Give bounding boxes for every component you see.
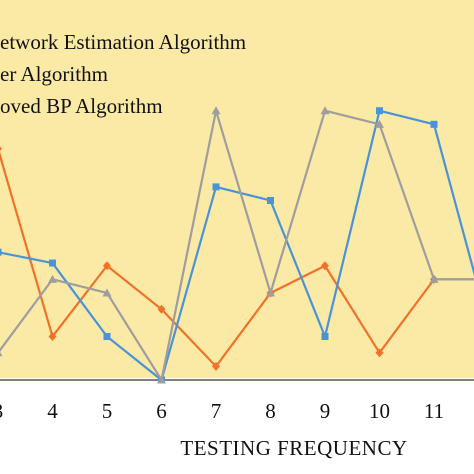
series-layer — [0, 106, 474, 384]
data-point — [430, 120, 438, 128]
x-tick-label: 10 — [369, 399, 390, 423]
data-point — [157, 375, 166, 384]
x-tick-label: 9 — [320, 399, 331, 423]
data-point — [429, 274, 439, 283]
data-point — [48, 274, 57, 283]
data-point — [375, 119, 384, 128]
data-point — [376, 107, 383, 115]
data-point — [212, 183, 220, 191]
data-point — [157, 304, 166, 314]
legend-entry: oved BP Algorithm — [0, 94, 163, 118]
data-point — [321, 332, 329, 340]
data-point — [321, 261, 329, 271]
legend-entry: etwork Estimation Algorithm — [0, 30, 246, 54]
data-point — [375, 348, 384, 358]
data-point — [266, 288, 275, 297]
data-point — [267, 196, 274, 204]
series-line — [0, 109, 474, 382]
series-line — [0, 109, 474, 382]
data-point — [211, 106, 221, 115]
x-tick-label: 3 — [0, 399, 3, 423]
data-point — [0, 351, 3, 357]
x-tick-label: 5 — [102, 399, 113, 423]
data-point — [103, 261, 111, 271]
data-point — [0, 248, 2, 256]
data-point — [0, 146, 2, 152]
data-point — [49, 259, 56, 267]
x-tick-label: 4 — [47, 399, 58, 423]
x-axis-ticks: 3 4 5 6 7 8 9 10 11 — [0, 399, 444, 423]
data-point — [212, 361, 220, 371]
plot-area — [0, 0, 474, 378]
x-axis-title: TESTING FREQUENCY — [180, 436, 407, 460]
legend: etwork Estimation Algorithm er Algorithm o… — [0, 30, 246, 118]
data-point — [320, 106, 330, 115]
data-point — [48, 331, 57, 341]
x-tick-label: 11 — [424, 399, 444, 423]
legend-entry: er Algorithm — [0, 62, 108, 86]
series-3 — [0, 106, 474, 384]
data-point — [102, 288, 112, 297]
x-tick-label: 6 — [156, 399, 167, 423]
x-tick-label: 8 — [265, 399, 276, 423]
x-tick-label: 7 — [211, 399, 222, 423]
data-point — [103, 332, 111, 340]
